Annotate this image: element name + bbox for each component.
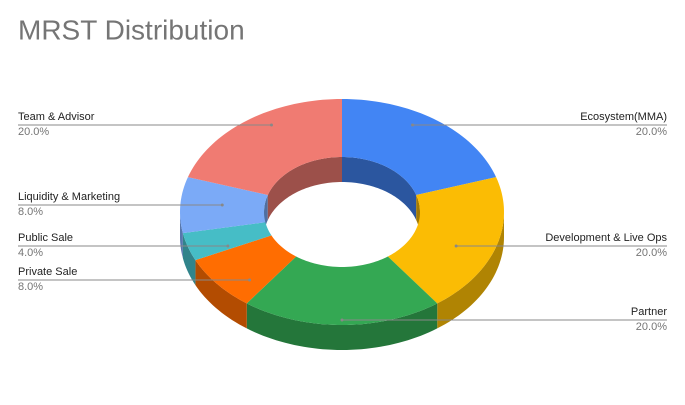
leader-dot: [269, 123, 273, 127]
slice: [195, 235, 297, 304]
legend-label: Public Sale: [18, 232, 73, 244]
legend-label: Liquidity & Marketing: [18, 191, 120, 203]
slice: [180, 177, 268, 234]
outer-wall: [195, 260, 247, 329]
value-label: 20.0%: [18, 126, 49, 138]
value-label: 8.0%: [18, 281, 43, 293]
legend-label: Ecosystem(MMA): [580, 111, 667, 123]
value-label: 4.0%: [18, 247, 43, 259]
slice: [387, 177, 504, 304]
legend-label: Private Sale: [18, 266, 77, 278]
legend-label: Team & Advisor: [18, 111, 95, 123]
outer-wall: [180, 212, 183, 259]
leader-dot: [340, 318, 344, 322]
leader-dot: [248, 278, 252, 282]
outer-walls: [180, 212, 504, 350]
top-faces: [180, 99, 504, 325]
outer-wall: [437, 212, 504, 329]
slice: [187, 99, 342, 195]
outer-wall: [246, 303, 438, 350]
value-label: 20.0%: [636, 321, 667, 333]
slice: [342, 99, 497, 195]
inner-wall: [267, 157, 342, 220]
inner-wall: [342, 157, 417, 220]
leader-dot: [411, 123, 415, 127]
legend-label: Development & Live Ops: [545, 232, 667, 244]
chart-title: MRST Distribution: [18, 14, 245, 45]
value-label: 20.0%: [636, 247, 667, 259]
leader-dot: [454, 244, 458, 248]
leader-dot: [226, 244, 230, 248]
slice: [246, 256, 438, 325]
leader-dot: [220, 203, 224, 207]
value-label: 8.0%: [18, 206, 43, 218]
value-label: 20.0%: [636, 126, 667, 138]
legend-label: Partner: [631, 306, 667, 318]
slice: [182, 222, 272, 261]
